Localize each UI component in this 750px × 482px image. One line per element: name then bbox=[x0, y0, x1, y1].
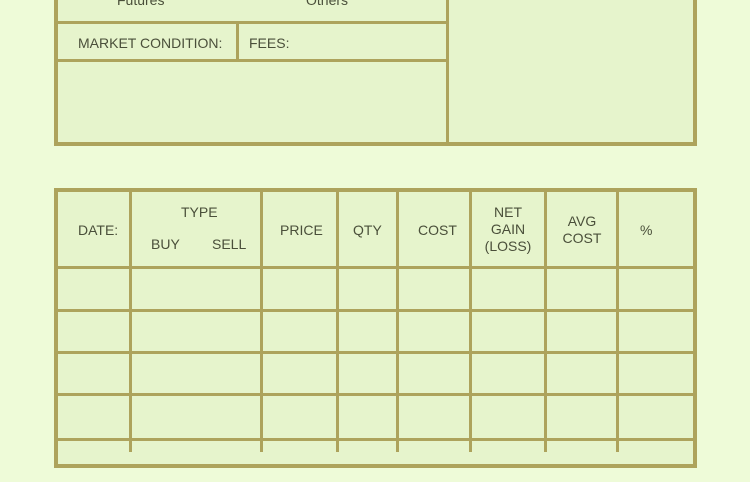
table-cell[interactable] bbox=[263, 396, 336, 438]
table-cell[interactable] bbox=[399, 396, 469, 438]
table-cell[interactable] bbox=[547, 441, 616, 482]
header-date: DATE: bbox=[78, 222, 119, 238]
header-net-gain-line1: NET bbox=[494, 204, 522, 220]
table-cell[interactable] bbox=[472, 441, 544, 482]
table-cell[interactable] bbox=[619, 396, 693, 438]
column-divider bbox=[336, 192, 339, 452]
table-cell[interactable] bbox=[547, 269, 616, 309]
row-divider bbox=[58, 438, 693, 441]
table-cell[interactable] bbox=[472, 354, 544, 393]
table-cell[interactable] bbox=[61, 269, 129, 309]
table-cell[interactable] bbox=[132, 269, 260, 309]
right-panel-field[interactable] bbox=[451, 0, 691, 141]
table-cell[interactable] bbox=[547, 396, 616, 438]
table-cell[interactable] bbox=[619, 354, 693, 393]
table-cell[interactable] bbox=[132, 396, 260, 438]
divider bbox=[446, 0, 449, 146]
row-divider bbox=[58, 309, 693, 312]
fees-label: FEES: bbox=[249, 35, 290, 51]
futures-label: Futures bbox=[117, 0, 165, 8]
header-price: PRICE bbox=[280, 222, 323, 238]
table-cell[interactable] bbox=[339, 441, 396, 482]
divider bbox=[54, 59, 448, 62]
table-cell[interactable] bbox=[61, 441, 129, 482]
header-avg-cost-line2: COST bbox=[562, 230, 602, 246]
divider bbox=[236, 21, 239, 61]
table-cell[interactable] bbox=[339, 354, 396, 393]
column-divider bbox=[129, 192, 132, 452]
row-divider bbox=[58, 351, 693, 354]
table-cell[interactable] bbox=[339, 269, 396, 309]
header-net-gain: NET GAIN (LOSS) bbox=[472, 204, 544, 255]
table-cell[interactable] bbox=[619, 269, 693, 309]
table-cell[interactable] bbox=[61, 354, 129, 393]
header-net-gain-line2: GAIN bbox=[490, 221, 526, 237]
table-cell[interactable] bbox=[399, 312, 469, 351]
table-cell[interactable] bbox=[472, 396, 544, 438]
column-divider bbox=[260, 192, 263, 452]
table-cell[interactable] bbox=[339, 396, 396, 438]
header-sell: SELL bbox=[212, 236, 247, 252]
column-divider bbox=[544, 192, 547, 452]
market-condition-label: MARKET CONDITION: bbox=[78, 35, 223, 51]
table-cell[interactable] bbox=[547, 312, 616, 351]
table-cell[interactable] bbox=[263, 441, 336, 482]
header-cost: COST bbox=[418, 222, 457, 238]
table-cell[interactable] bbox=[61, 312, 129, 351]
header-percent: % bbox=[640, 222, 653, 238]
table-cell[interactable] bbox=[339, 312, 396, 351]
table-cell[interactable] bbox=[399, 354, 469, 393]
others-label: Others bbox=[306, 0, 349, 8]
header-net-gain-line3: (LOSS) bbox=[484, 238, 532, 254]
row-divider bbox=[58, 266, 693, 269]
table-cell[interactable] bbox=[472, 269, 544, 309]
column-divider bbox=[469, 192, 472, 452]
table-cell[interactable] bbox=[547, 354, 616, 393]
table-cell[interactable] bbox=[619, 441, 693, 482]
top-form-box bbox=[54, 0, 697, 146]
column-divider bbox=[616, 192, 619, 452]
table-cell[interactable] bbox=[399, 269, 469, 309]
row-divider bbox=[58, 393, 693, 396]
table-cell[interactable] bbox=[263, 354, 336, 393]
header-buy: BUY bbox=[151, 236, 180, 252]
table-cell[interactable] bbox=[61, 396, 129, 438]
trade-table bbox=[54, 188, 697, 468]
table-cell[interactable] bbox=[263, 312, 336, 351]
header-avg-cost: AVG COST bbox=[547, 213, 617, 247]
table-cell[interactable] bbox=[399, 441, 469, 482]
header-avg-cost-line1: AVG bbox=[567, 213, 597, 229]
header-qty: QTY bbox=[353, 222, 382, 238]
table-cell[interactable] bbox=[132, 354, 260, 393]
table-cell[interactable] bbox=[619, 312, 693, 351]
table-cell[interactable] bbox=[472, 312, 544, 351]
table-cell[interactable] bbox=[263, 269, 336, 309]
column-divider bbox=[396, 192, 399, 452]
notes-field[interactable] bbox=[60, 63, 444, 141]
table-cell[interactable] bbox=[132, 441, 260, 482]
table-cell[interactable] bbox=[132, 312, 260, 351]
header-type: TYPE bbox=[181, 204, 218, 220]
divider bbox=[54, 21, 448, 24]
